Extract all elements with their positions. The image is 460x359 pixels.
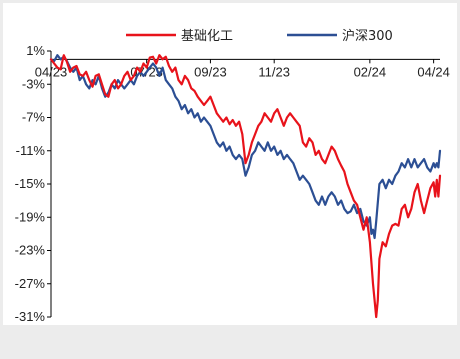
x-tick-label: 04/23 <box>35 64 68 79</box>
axes: 1%-3%-7%-11%-15%-19%-23%-27%-31%04/23 07/… <box>15 43 450 324</box>
series-lines <box>49 54 442 319</box>
x-tick-label: 09/23 <box>194 64 227 79</box>
legend-label: 沪深300 <box>342 28 393 44</box>
legend-label: 基础化工 <box>181 29 233 44</box>
y-tick-label: -3% <box>22 76 46 91</box>
y-tick-label: -19% <box>15 209 46 224</box>
x-tick-label: 04/24 <box>417 64 450 79</box>
y-tick-label: -23% <box>15 243 46 258</box>
series-line-chemicals <box>49 54 442 319</box>
series-line-csi300 <box>49 54 442 240</box>
y-tick-label: -31% <box>15 309 46 324</box>
y-tick-label: -27% <box>15 276 46 291</box>
y-tick-label: -11% <box>16 143 46 158</box>
y-tick-label: -7% <box>22 110 46 125</box>
plot-background <box>3 3 457 325</box>
legend: 基础化工 沪深300 <box>126 28 393 44</box>
x-tick-label: 02/24 <box>354 64 387 79</box>
x-tick-label: 11/23 <box>258 64 290 79</box>
y-tick-label: 1% <box>26 43 45 58</box>
y-tick-label: -15% <box>15 176 46 191</box>
